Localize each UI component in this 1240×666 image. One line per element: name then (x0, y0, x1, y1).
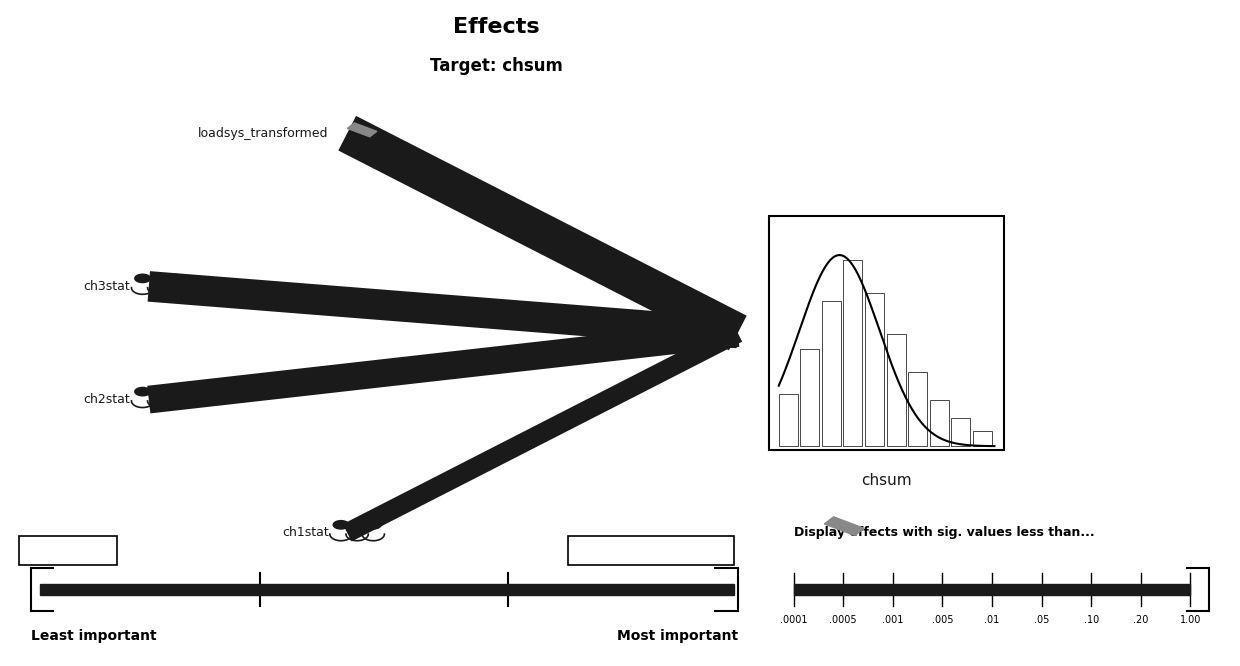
Text: Display effects with sig. values less than...: Display effects with sig. values less th… (794, 526, 1094, 539)
Text: Effects: Effects (453, 17, 539, 37)
FancyBboxPatch shape (19, 536, 117, 565)
Circle shape (135, 274, 150, 282)
Bar (866, 293, 884, 446)
Polygon shape (825, 517, 864, 535)
Bar (800, 349, 820, 446)
Text: 1.00: 1.00 (1179, 615, 1202, 625)
Text: loadsys_transformed: loadsys_transformed (585, 545, 717, 556)
Bar (973, 432, 992, 446)
Polygon shape (347, 123, 377, 137)
Circle shape (151, 274, 166, 282)
Text: chsum: chsum (862, 473, 911, 488)
Circle shape (366, 521, 381, 529)
Bar (930, 400, 949, 446)
Text: .005: .005 (931, 615, 954, 625)
Text: .0005: .0005 (830, 615, 857, 625)
Circle shape (350, 521, 365, 529)
Bar (843, 260, 863, 446)
Text: ch1stat: ch1stat (281, 526, 329, 539)
Bar (822, 301, 841, 446)
Bar (794, 584, 1190, 595)
Text: ch2stat: ch2stat (83, 393, 130, 406)
Text: Target: chsum: Target: chsum (429, 57, 563, 75)
Circle shape (167, 388, 182, 396)
Text: .001: .001 (882, 615, 904, 625)
Bar (779, 394, 797, 446)
Bar (769, 216, 1004, 450)
Text: .20: .20 (1133, 615, 1148, 625)
Text: .10: .10 (1084, 615, 1099, 625)
FancyBboxPatch shape (568, 536, 734, 565)
Circle shape (135, 388, 150, 396)
Text: Most important: Most important (616, 629, 738, 643)
Bar (887, 334, 905, 446)
Circle shape (167, 274, 182, 282)
Text: .05: .05 (1034, 615, 1049, 625)
Text: Least important: Least important (31, 629, 156, 643)
Bar (40, 584, 734, 595)
Bar (908, 372, 928, 446)
Text: .0001: .0001 (780, 615, 807, 625)
Text: loadsys_transformed: loadsys_transformed (198, 127, 329, 140)
Circle shape (151, 388, 166, 396)
Bar (951, 418, 971, 446)
Text: .01: .01 (985, 615, 999, 625)
Text: ch3stat: ch3stat (83, 280, 130, 293)
Circle shape (334, 521, 348, 529)
Text: ch1stat: ch1stat (45, 545, 91, 556)
